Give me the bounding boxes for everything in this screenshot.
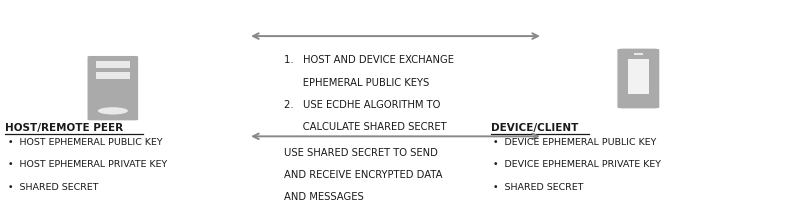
Text: CALCULATE SHARED SECRET: CALCULATE SHARED SECRET: [284, 122, 447, 132]
Text: •  HOST EPHEMERAL PUBLIC KEY: • HOST EPHEMERAL PUBLIC KEY: [8, 138, 162, 147]
Text: EPHEMERAL PUBLIC KEYS: EPHEMERAL PUBLIC KEYS: [284, 78, 429, 88]
Bar: [634, 53, 643, 55]
Text: •  HOST EPHEMERAL PRIVATE KEY: • HOST EPHEMERAL PRIVATE KEY: [8, 160, 167, 170]
Text: 2.   USE ECDHE ALGORITHM TO: 2. USE ECDHE ALGORITHM TO: [284, 100, 440, 110]
Circle shape: [97, 107, 128, 114]
Text: •  DEVICE EPHEMERAL PUBLIC KEY: • DEVICE EPHEMERAL PUBLIC KEY: [494, 138, 657, 147]
Bar: [96, 72, 130, 79]
Text: •  DEVICE EPHEMERAL PRIVATE KEY: • DEVICE EPHEMERAL PRIVATE KEY: [494, 160, 662, 170]
Bar: [628, 59, 649, 94]
Text: DEVICE/CLIENT: DEVICE/CLIENT: [491, 123, 578, 133]
FancyBboxPatch shape: [87, 55, 139, 121]
FancyBboxPatch shape: [617, 48, 660, 109]
Text: AND RECEIVE ENCRYPTED DATA: AND RECEIVE ENCRYPTED DATA: [284, 170, 443, 180]
Text: 1.   HOST AND DEVICE EXCHANGE: 1. HOST AND DEVICE EXCHANGE: [284, 55, 454, 65]
Text: AND MESSAGES: AND MESSAGES: [284, 192, 364, 202]
Text: HOST/REMOTE PEER: HOST/REMOTE PEER: [6, 123, 124, 133]
Text: •  SHARED SECRET: • SHARED SECRET: [8, 183, 98, 192]
Text: USE SHARED SECRET TO SEND: USE SHARED SECRET TO SEND: [284, 148, 438, 158]
Bar: [96, 61, 130, 68]
Text: •  SHARED SECRET: • SHARED SECRET: [494, 183, 584, 192]
